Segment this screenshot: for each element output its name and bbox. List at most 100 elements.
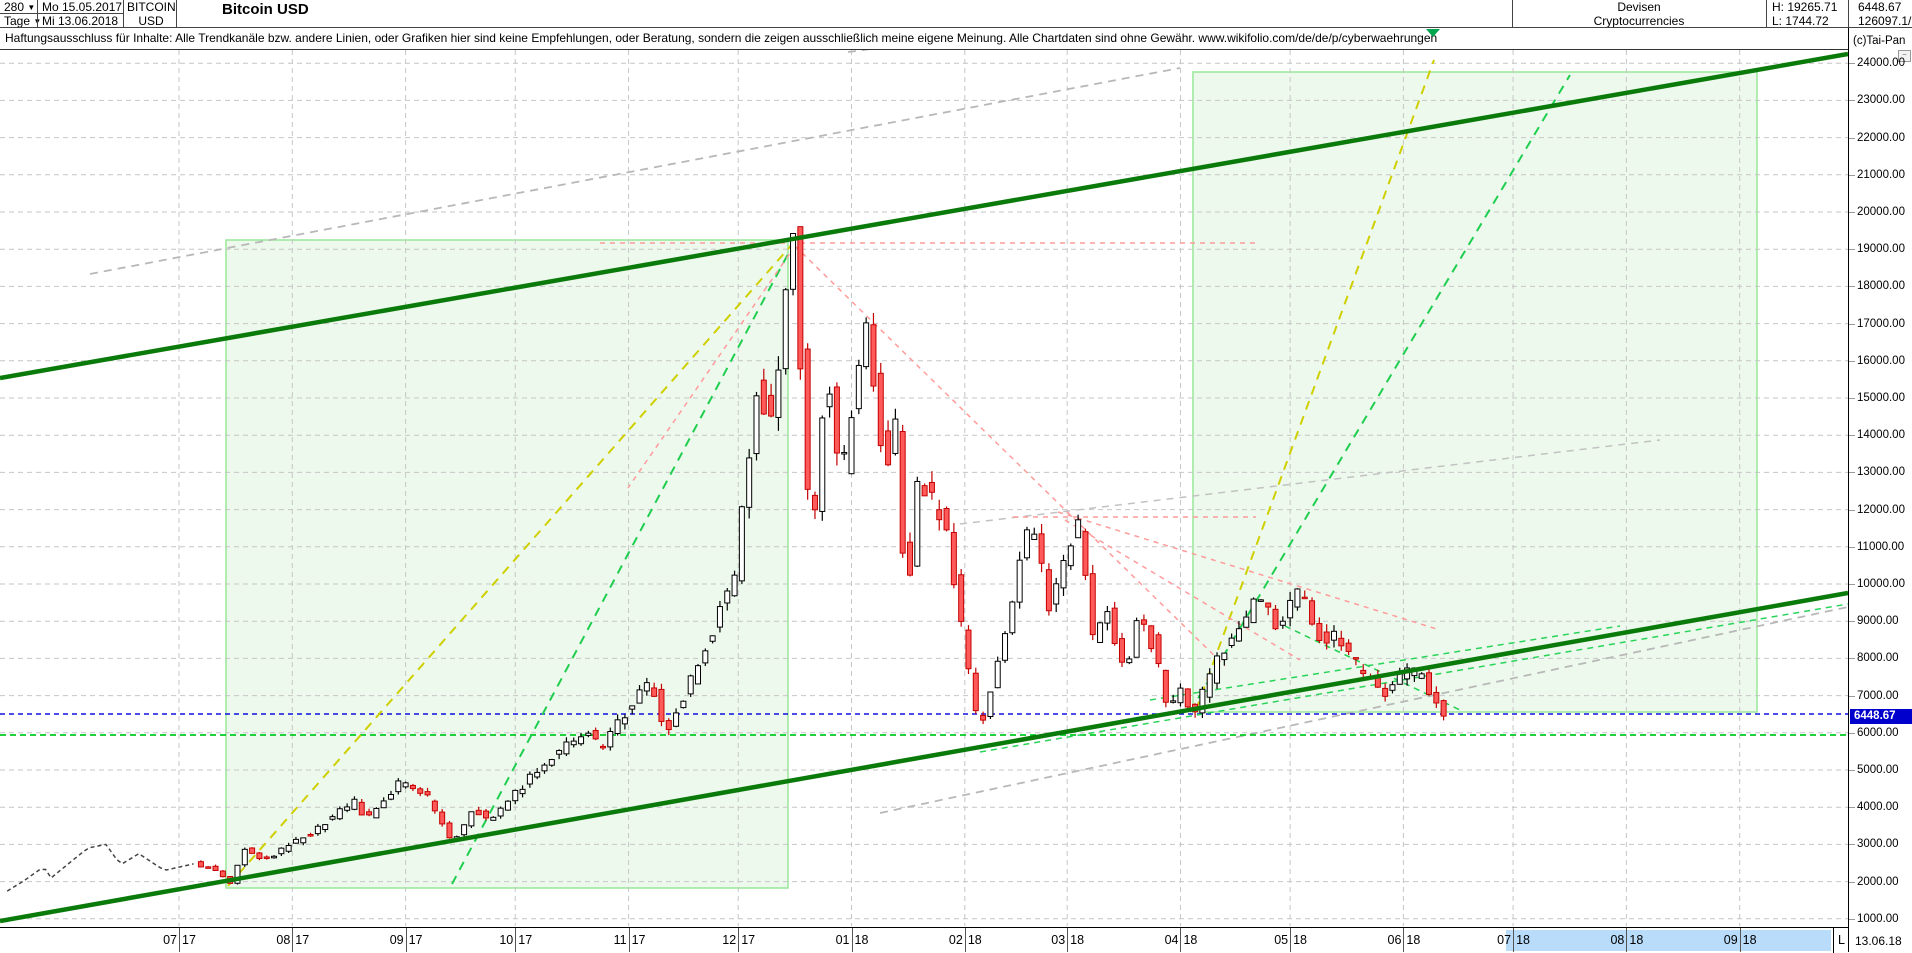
category-primary: Devisen xyxy=(1617,0,1661,14)
price-axis-label: 17000.00 xyxy=(1857,317,1905,330)
month-tick xyxy=(1067,928,1069,952)
year-label: 17 xyxy=(408,933,423,947)
month-label: 08 xyxy=(1610,933,1625,947)
candlestick-chart-canvas[interactable] xyxy=(0,50,1848,927)
price-tick xyxy=(1849,286,1855,288)
month-tick xyxy=(1290,928,1292,952)
month-label: 07 xyxy=(1497,933,1512,947)
disclaimer-text: Haftungsausschluss für Inhalte: Alle Tre… xyxy=(5,31,1438,45)
price-tick xyxy=(1849,918,1855,920)
price-tick xyxy=(1849,881,1855,883)
price-axis-label: 19000.00 xyxy=(1857,243,1905,256)
price-tick xyxy=(1849,732,1855,734)
price-axis-label: 4000.00 xyxy=(1857,801,1899,814)
gray-parallel-lower xyxy=(879,606,1848,814)
price-tick xyxy=(1849,807,1855,809)
year-label: 17 xyxy=(295,933,310,947)
plot-top-border xyxy=(0,49,1848,50)
divider xyxy=(37,0,38,28)
price-tick xyxy=(1849,546,1855,548)
month-tick xyxy=(1403,928,1405,952)
year-label: 18 xyxy=(1406,933,1421,947)
price-axis-label: 9000.00 xyxy=(1857,615,1899,628)
header-bottom-border xyxy=(0,27,1912,28)
fan-yellow-2018 xyxy=(1195,59,1435,711)
price-axis[interactable]: (c)Tai-Pan − 1000.00 2000.00 3000.00 4000.0… xyxy=(1848,28,1912,952)
month-label: 01 xyxy=(835,933,850,947)
axis-selection-highlight[interactable] xyxy=(1506,930,1831,951)
price-tick xyxy=(1849,100,1855,102)
month-tick xyxy=(515,928,517,952)
chart-header: 280 ▼ Tage ▼ Mo 15.05.2017 Mi 13.06.2018… xyxy=(0,0,1912,28)
price-axis-label: 5000.00 xyxy=(1857,764,1899,776)
green-parallel-above xyxy=(1149,625,1621,701)
divider xyxy=(0,13,123,14)
month-tick xyxy=(628,928,630,952)
month-label: 09 xyxy=(1723,933,1738,947)
price-axis-label: 23000.00 xyxy=(1857,94,1905,107)
price-tick xyxy=(1849,323,1855,325)
year-label: 17 xyxy=(182,933,196,947)
month-label: 10 xyxy=(499,933,514,947)
month-label: 06 xyxy=(1387,933,1402,947)
price-axis-label: 14000.00 xyxy=(1857,429,1905,442)
month-tick xyxy=(405,928,407,952)
price-axis-label: 21000.00 xyxy=(1857,168,1905,181)
price-axis-label: 20000.00 xyxy=(1857,206,1905,218)
price-axis-label: 11000.00 xyxy=(1857,540,1905,553)
price-axis-label: 22000.00 xyxy=(1857,131,1905,144)
month-tick xyxy=(964,928,966,952)
price-axis-label: 16000.00 xyxy=(1857,354,1905,367)
time-axis[interactable]: 07 17 08 17 09 17 10 17 11 17 12 17 01 18 02 18 03 18 04 18… xyxy=(0,927,1848,953)
chevron-down-icon: ▼ xyxy=(27,3,36,12)
trend-box-2017 xyxy=(225,239,789,889)
year-label: 17 xyxy=(518,933,533,947)
price-tick xyxy=(1849,621,1855,623)
price-tick xyxy=(1849,137,1855,139)
month-label: 07 xyxy=(163,933,177,947)
category-secondary: Cryptocurrencies xyxy=(1593,14,1685,28)
price-tick xyxy=(1849,695,1855,697)
month-label: 09 xyxy=(389,933,404,947)
date-to: Mi 13.06.2018 xyxy=(42,14,119,28)
period-count-dropdown[interactable]: 280 ▼ xyxy=(4,0,36,14)
price-axis-label: 15000.00 xyxy=(1857,392,1905,404)
price-tick xyxy=(1849,658,1855,660)
divider xyxy=(1833,928,1834,953)
low-value: L: 1744.72 xyxy=(1772,14,1829,28)
trend-box-2018 xyxy=(1192,71,1758,713)
gray-parallel-upper xyxy=(89,67,1181,275)
last-price-value: 6448.67 xyxy=(1858,0,1902,14)
cursor-date-label: 13.06.18 xyxy=(1855,934,1902,948)
month-label: 05 xyxy=(1274,933,1289,947)
collapse-button[interactable]: − xyxy=(1898,50,1911,62)
month-label: 12 xyxy=(722,933,737,947)
month-label: 02 xyxy=(948,933,963,947)
year-label: 18 xyxy=(1293,933,1308,947)
year-label: 18 xyxy=(1183,933,1198,947)
price-tick xyxy=(1849,770,1855,771)
price-tick xyxy=(1849,249,1855,251)
year-label: 17 xyxy=(741,933,756,947)
price-axis-label: 7000.00 xyxy=(1857,689,1899,702)
price-axis-label: 2000.00 xyxy=(1857,875,1899,888)
year-label: 17 xyxy=(631,933,646,947)
month-tick xyxy=(1626,928,1628,952)
date-marker-icon xyxy=(1426,29,1440,37)
price-tick xyxy=(1849,584,1855,585)
disclaimer-bar: Haftungsausschluss für Inhalte: Alle Tre… xyxy=(0,28,1853,50)
symbol-label: BITCOIN xyxy=(127,0,176,14)
year-label: 18 xyxy=(854,933,869,947)
currency-label: USD xyxy=(138,14,164,28)
month-tick xyxy=(1180,928,1182,952)
price-axis-label: 6000.00 xyxy=(1857,726,1899,739)
low-marker-label: L xyxy=(1838,933,1845,947)
year-label: 18 xyxy=(1516,933,1530,947)
month-tick xyxy=(1513,928,1515,952)
year-label: 18 xyxy=(1629,933,1644,947)
fan-green-2018 xyxy=(1189,74,1571,713)
month-label: 04 xyxy=(1164,933,1179,947)
price-axis-label: 13000.00 xyxy=(1857,466,1905,479)
price-axis-label: 8000.00 xyxy=(1857,652,1899,665)
month-label: 11 xyxy=(613,933,627,947)
